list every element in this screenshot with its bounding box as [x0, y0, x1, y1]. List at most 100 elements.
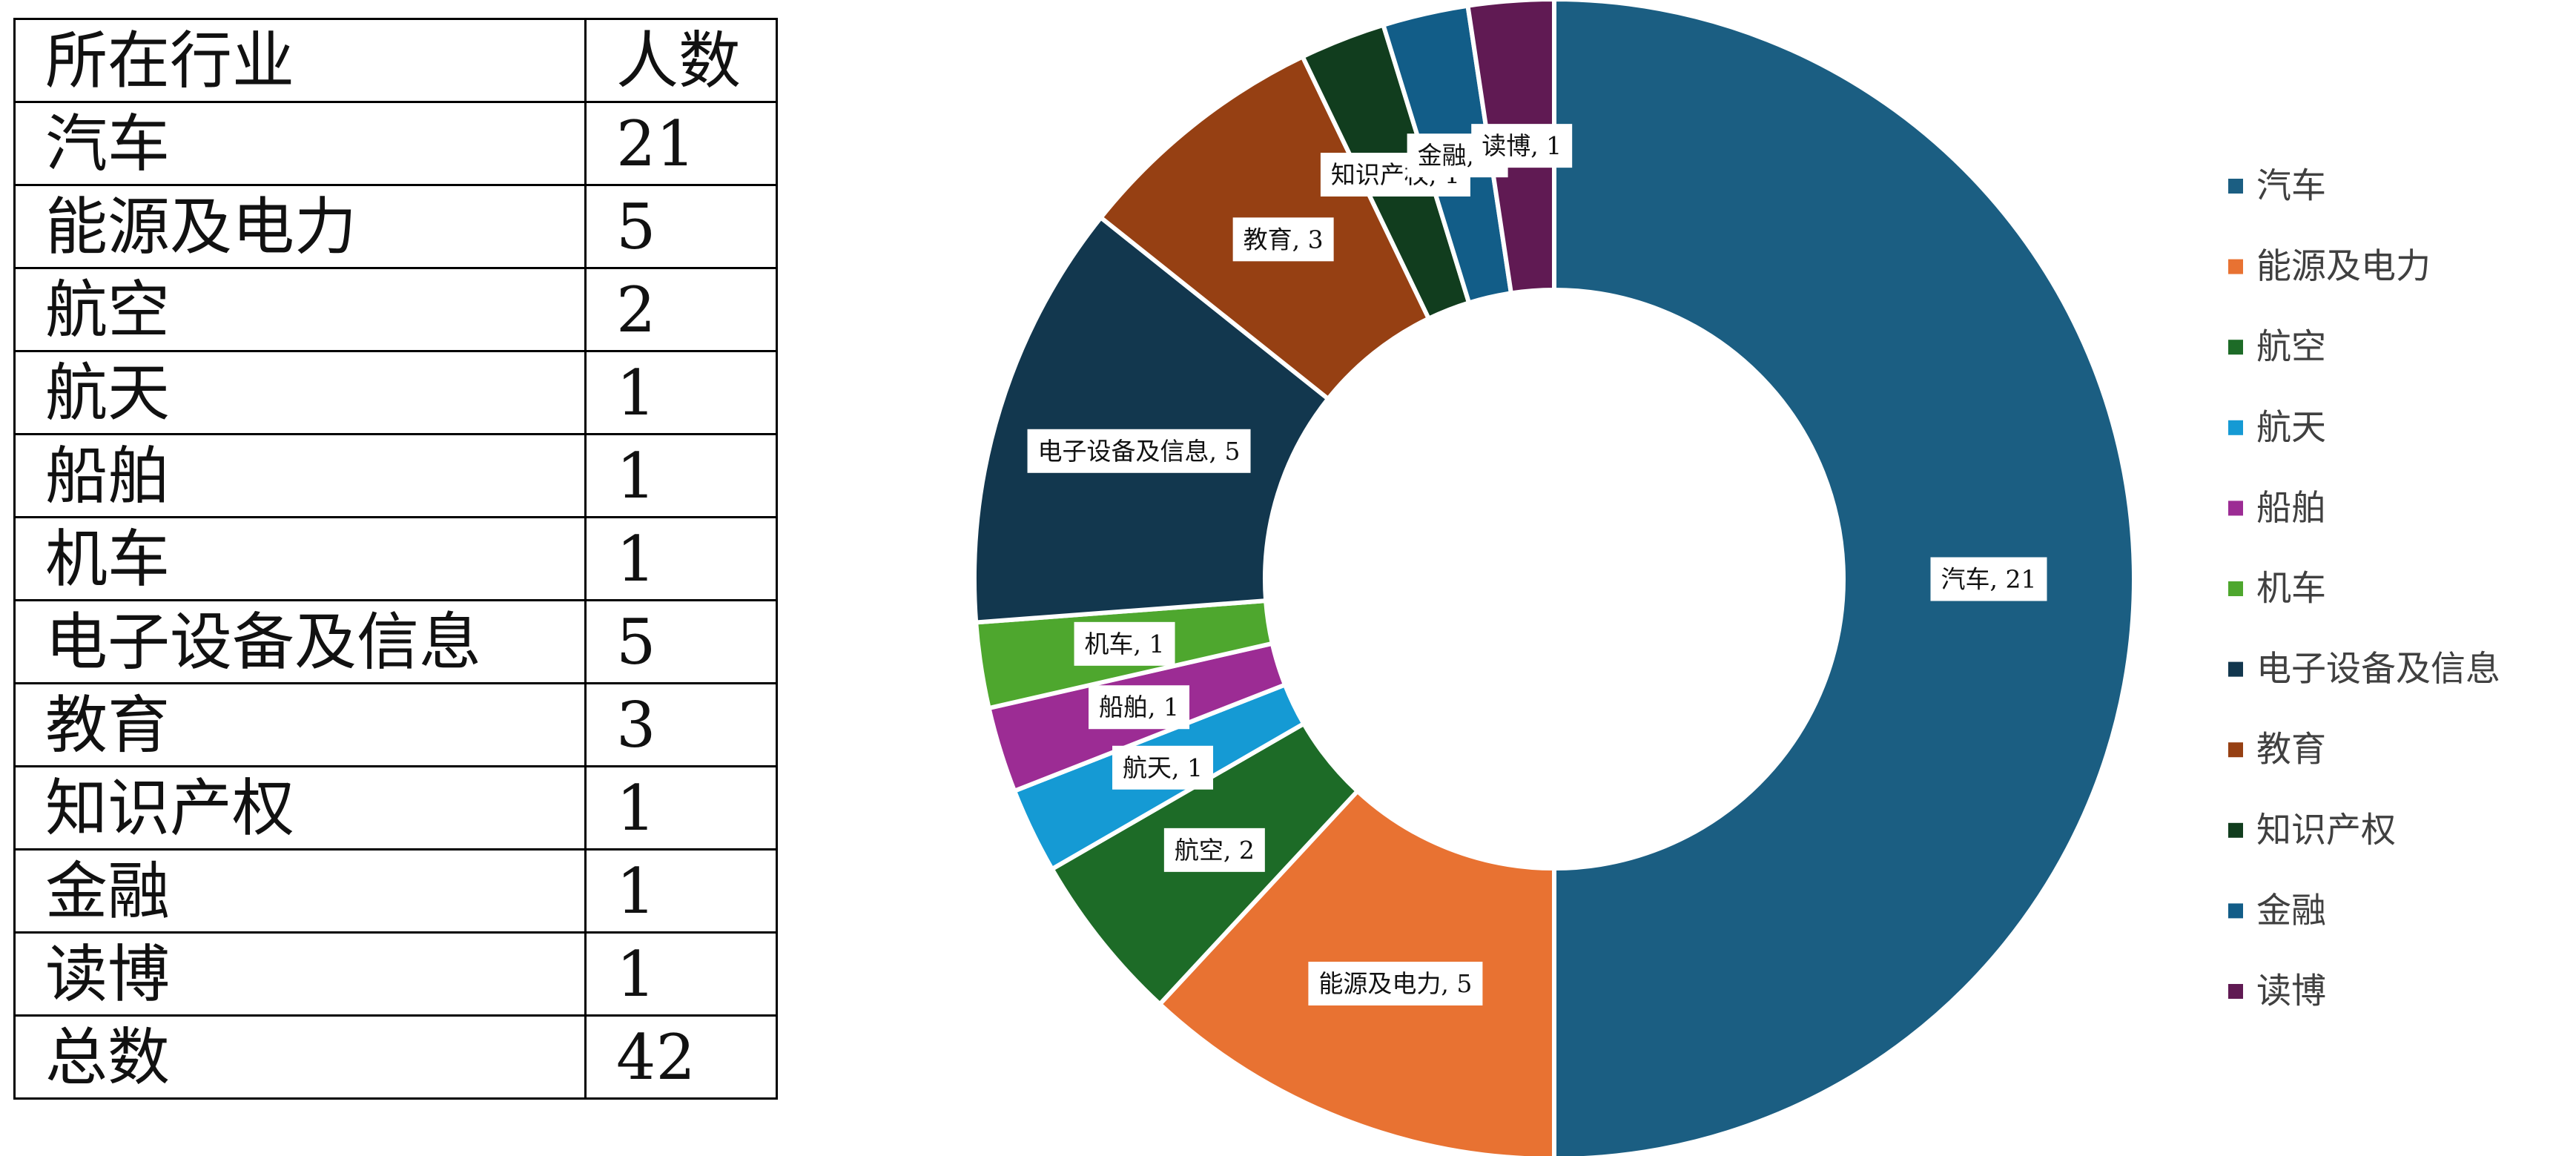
table-row: 船舶 1 [13, 433, 778, 518]
slice-label-text: 教育, 3 [1244, 225, 1324, 254]
slice-label-text: 航天, 1 [1123, 753, 1203, 782]
donut-slice-0 [1552, 0, 2136, 1156]
slice-label-background [1163, 828, 1265, 872]
count-cell: 5 [584, 184, 778, 269]
slice-label-text: 航空, 2 [1175, 836, 1255, 865]
legend-swatch [2228, 822, 2243, 838]
legend-item-6: 电子设备及信息 [2228, 649, 2500, 690]
table-header-row: 所在行业 人数 [13, 18, 778, 103]
slice-label-7: 教育, 3 [1232, 217, 1334, 262]
table-row: 航空 2 [13, 267, 778, 352]
slice-label-background [1074, 621, 1175, 666]
slice-label-2: 航空, 2 [1163, 828, 1265, 872]
legend-label: 电子设备及信息 [2256, 649, 2500, 690]
slice-label-text: 船舶, 1 [1099, 693, 1179, 721]
table-row: 金融 1 [13, 848, 778, 934]
industry-cell: 金融 [13, 848, 587, 934]
industry-cell: 汽车 [13, 101, 587, 186]
legend-swatch [2228, 501, 2243, 516]
table-row: 能源及电力 5 [13, 184, 778, 269]
table-row: 读博 1 [13, 931, 778, 1017]
industry-cell: 读博 [13, 931, 587, 1017]
industry-cell: 教育 [13, 682, 587, 767]
industry-count-table: 所在行业 人数 汽车 21 能源及电力 5 航空 2 航天 1 船舶 1 机车 1 电子设备及信息 5 教育… [13, 18, 778, 1100]
slice-label-background [1471, 124, 1573, 168]
legend-swatch [2228, 259, 2243, 274]
legend-swatch [2228, 903, 2243, 919]
slice-label-background [1027, 429, 1251, 473]
legend-item-8: 知识产权 [2228, 810, 2396, 851]
legend-label: 航天 [2256, 407, 2326, 448]
slice-label-text: 电子设备及信息, 5 [1038, 437, 1241, 466]
legend-item-3: 航天 [2228, 407, 2326, 448]
slice-label-background [1112, 745, 1214, 790]
slice-label-0: 汽车, 21 [1930, 557, 2047, 601]
count-cell: 42 [584, 1014, 778, 1100]
legend-label: 读博 [2256, 971, 2326, 1012]
industry-donut-chart: 汽车, 21 能源及电力, 5 航空, 2 航天, 1 船舶, 1 机车, 1 电子设备及信… [972, 0, 2500, 1156]
count-cell: 3 [584, 682, 778, 767]
header-industry: 所在行业 [13, 18, 587, 103]
legend-item-5: 机车 [2228, 569, 2326, 610]
legend-swatch [2228, 179, 2243, 194]
count-cell: 2 [584, 267, 778, 352]
legend-item-1: 能源及电力 [2228, 246, 2431, 287]
count-cell: 1 [584, 516, 778, 601]
industry-cell: 电子设备及信息 [13, 599, 587, 684]
slice-data-labels: 汽车, 21 能源及电力, 5 航空, 2 航天, 1 船舶, 1 机车, 1 电子设备及信… [1027, 124, 2047, 1005]
legend-label: 机车 [2256, 569, 2326, 610]
legend-label: 能源及电力 [2256, 246, 2431, 287]
slice-label-text: 读博, 1 [1482, 131, 1562, 160]
slice-label-text: 能源及电力, 5 [1318, 969, 1472, 998]
industry-cell: 知识产权 [13, 765, 587, 851]
table-row: 电子设备及信息 5 [13, 599, 778, 684]
legend-label: 金融 [2256, 891, 2326, 931]
legend-label: 汽车 [2256, 166, 2326, 207]
industry-cell: 能源及电力 [13, 184, 587, 269]
count-cell: 1 [584, 350, 778, 435]
slice-label-3: 航天, 1 [1112, 745, 1214, 790]
legend-item-9: 金融 [2228, 891, 2326, 931]
slice-label-5: 机车, 1 [1074, 621, 1175, 666]
table-row: 航天 1 [13, 350, 778, 435]
table-row: 教育 3 [13, 682, 778, 767]
industry-cell: 总数 [13, 1014, 587, 1100]
legend-swatch [2228, 742, 2243, 758]
slice-label-4: 船舶, 1 [1089, 685, 1190, 730]
count-cell: 1 [584, 848, 778, 934]
legend-swatch [2228, 661, 2243, 677]
industry-cell: 船舶 [13, 433, 587, 518]
table-row: 知识产权 1 [13, 765, 778, 851]
count-cell: 1 [584, 433, 778, 518]
legend-swatch [2228, 581, 2243, 596]
slice-label-text: 机车, 1 [1085, 630, 1165, 658]
industry-cell: 机车 [13, 516, 587, 601]
legend-swatch [2228, 420, 2243, 435]
donut-slice-6 [972, 215, 1331, 625]
slice-label-background [1232, 217, 1334, 262]
legend-label: 船舶 [2256, 488, 2326, 529]
legend-item-7: 教育 [2228, 730, 2326, 770]
header-count: 人数 [584, 18, 778, 103]
slice-label-6: 电子设备及信息, 5 [1027, 429, 1251, 473]
legend-item-4: 船舶 [2228, 488, 2326, 529]
slice-label-background [1308, 961, 1483, 1005]
slice-label-10: 读博, 1 [1471, 124, 1573, 168]
slice-label-1: 能源及电力, 5 [1308, 961, 1483, 1005]
legend-label: 教育 [2256, 730, 2326, 770]
legend-label: 航空 [2256, 327, 2326, 368]
table-row: 汽车 21 [13, 101, 778, 186]
legend-swatch [2228, 984, 2243, 999]
slice-label-text: 汽车, 21 [1941, 565, 2037, 594]
legend-item-10: 读博 [2228, 971, 2326, 1012]
legend-item-2: 航空 [2228, 327, 2326, 368]
count-cell: 1 [584, 765, 778, 851]
slice-label-background [1930, 557, 2047, 601]
slice-label-background [1089, 685, 1190, 730]
count-cell: 1 [584, 931, 778, 1017]
legend-item-0: 汽车 [2228, 166, 2326, 207]
count-cell: 21 [584, 101, 778, 186]
table-row: 总数 42 [13, 1014, 778, 1100]
industry-cell: 航空 [13, 267, 587, 352]
table-row: 机车 1 [13, 516, 778, 601]
